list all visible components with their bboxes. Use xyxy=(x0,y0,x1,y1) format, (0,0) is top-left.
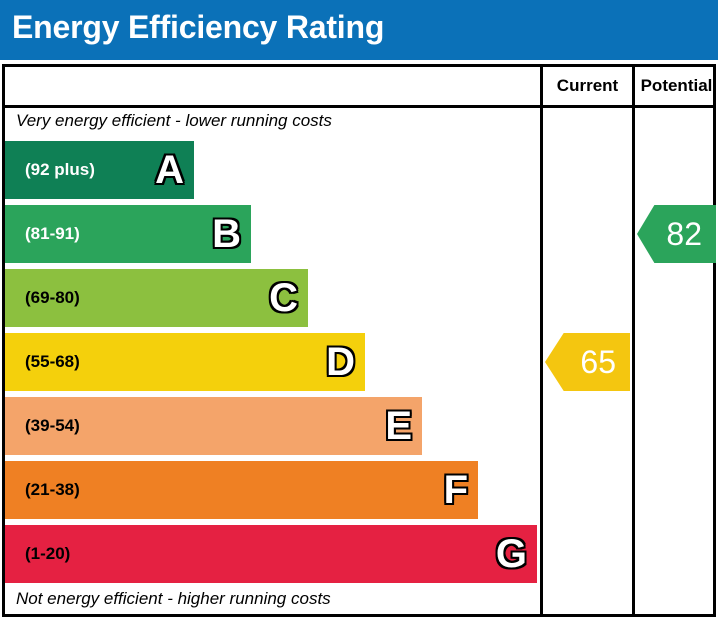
rating-band-c: (69-80) C xyxy=(5,269,308,327)
column-header-current: Current xyxy=(556,76,619,95)
caption-not-efficient: Not energy efficient - higher running co… xyxy=(16,589,331,608)
rating-marker-potential: 82 xyxy=(637,205,716,263)
band-range-label-e: (39-54) xyxy=(25,416,80,435)
chart-table-frame xyxy=(2,64,716,617)
rating-value-current: 65 xyxy=(580,344,616,380)
rating-value-potential: 82 xyxy=(666,216,702,252)
rating-marker-current: 65 xyxy=(545,333,630,391)
band-range-label-d: (55-68) xyxy=(25,352,80,371)
header-row-divider xyxy=(2,105,716,108)
rating-band-e: (39-54) E xyxy=(5,397,422,455)
current-column-divider xyxy=(540,64,543,617)
caption-very-efficient: Very energy efficient - lower running co… xyxy=(16,111,332,130)
band-letter-a: A xyxy=(154,148,185,192)
chart-title-bar: Energy Efficiency Rating xyxy=(0,0,718,60)
column-header-potential: Potential xyxy=(640,76,713,95)
band-letter-b: B xyxy=(211,212,242,256)
rating-band-g: (1-20) G xyxy=(5,525,537,583)
band-letter-g: G xyxy=(495,532,528,576)
page-title: Energy Efficiency Rating xyxy=(12,9,385,45)
rating-band-b: (81-91) B xyxy=(5,205,251,263)
rating-band-d: (55-68) D xyxy=(5,333,365,391)
rating-band-a: (92 plus) A xyxy=(5,141,194,199)
band-letter-d: D xyxy=(325,340,356,384)
band-range-label-b: (81-91) xyxy=(25,224,80,243)
band-range-label-g: (1-20) xyxy=(25,544,71,563)
band-letter-c: C xyxy=(268,276,299,320)
band-range-label-f: (21-38) xyxy=(25,480,80,499)
band-range-label-a: (92 plus) xyxy=(25,160,95,179)
band-letter-f: F xyxy=(443,468,469,512)
band-range-label-c: (69-80) xyxy=(25,288,80,307)
band-letter-e: E xyxy=(384,404,413,448)
rating-band-f: (21-38) F xyxy=(5,461,478,519)
potential-column-divider xyxy=(632,64,635,617)
